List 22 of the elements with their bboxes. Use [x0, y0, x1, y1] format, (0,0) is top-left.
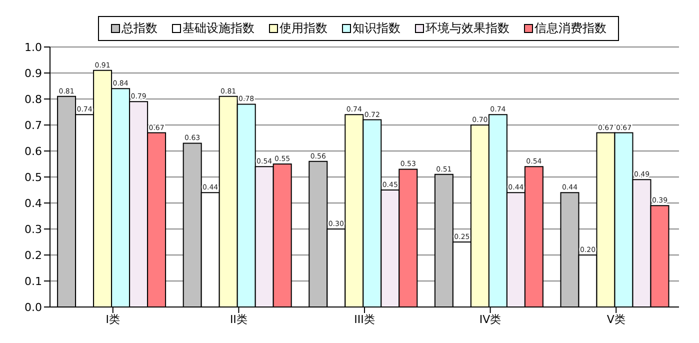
x-tick-label: V类: [606, 312, 626, 326]
y-tick-label: 0.2: [24, 248, 42, 262]
y-tick-label: 0.9: [24, 66, 42, 80]
y-tick-label: 0.0: [24, 300, 42, 314]
y-tick-label: 1.0: [24, 40, 42, 54]
x-tick-label: II类: [230, 312, 248, 326]
legend-label: 总指数: [120, 20, 158, 37]
y-tick-label: 0.7: [24, 118, 42, 132]
x-tick-label: IV类: [479, 312, 502, 326]
y-tick-label: 0.1: [24, 274, 42, 288]
legend-label: 信息消费指数: [534, 20, 606, 37]
y-tick-label: 0.5: [24, 170, 42, 184]
legend-label: 环境与效果指数: [424, 20, 510, 37]
legend-label: 基础设施指数: [182, 20, 254, 37]
y-tick-label: 0.6: [24, 144, 42, 158]
y-tick-label: 0.8: [24, 92, 42, 106]
x-tick-label: III类: [354, 312, 375, 326]
x-tick-label: I类: [106, 312, 120, 326]
y-tick-label: 0.4: [24, 196, 42, 210]
legend-label: 知识指数: [352, 20, 400, 37]
legend-label: 使用指数: [278, 20, 328, 37]
y-tick-label: 0.3: [24, 222, 42, 236]
